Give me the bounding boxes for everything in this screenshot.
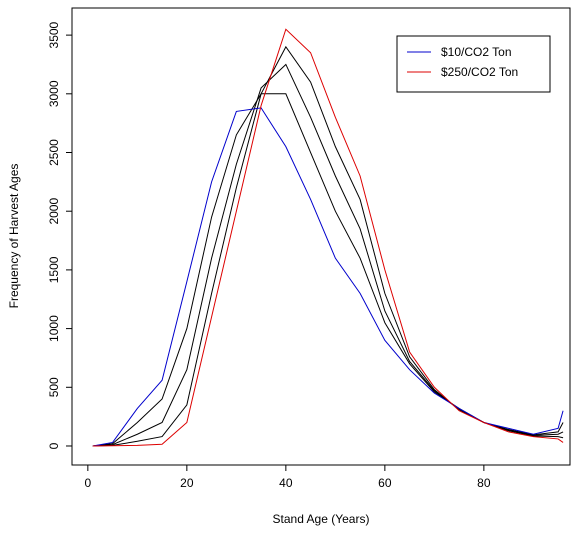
y-tick-label: 3000 (47, 80, 61, 107)
series-line (92, 28, 564, 447)
y-tick-label: 0 (47, 442, 61, 449)
x-tick-label: 60 (378, 476, 392, 490)
plot-frame (71, 7, 571, 466)
series-line (92, 107, 564, 447)
y-tick-label: 500 (47, 377, 61, 397)
x-tick-label: 20 (180, 476, 194, 490)
legend-box (396, 35, 551, 93)
series-line (92, 45, 564, 447)
legend-label: $250/CO2 Ton (441, 65, 518, 79)
y-axis-label: Frequency of Harvest Ages (7, 164, 21, 309)
y-tick-label: 1000 (47, 315, 61, 342)
y-tick-label: 2500 (47, 139, 61, 166)
x-tick-label: 80 (477, 476, 491, 490)
x-axis-label: Stand Age (Years) (273, 512, 370, 526)
y-tick-label: 3500 (47, 21, 61, 48)
series-line (92, 93, 564, 447)
y-tick-label: 2000 (47, 198, 61, 225)
legend-label: $10/CO2 Ton (441, 45, 512, 59)
x-tick-label: 40 (279, 476, 293, 490)
y-tick-label: 1500 (47, 256, 61, 283)
x-tick-label: 0 (84, 476, 91, 490)
series-line (92, 63, 564, 447)
